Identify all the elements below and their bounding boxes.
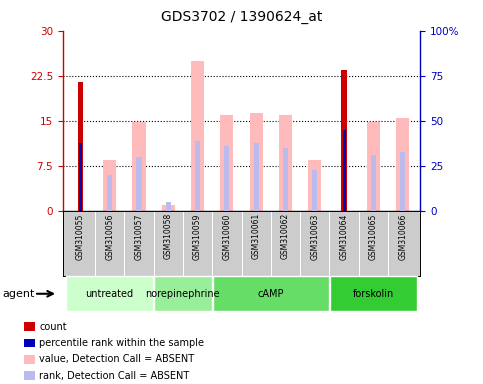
Text: cAMP: cAMP <box>257 289 284 299</box>
Text: GSM310061: GSM310061 <box>252 213 261 260</box>
Bar <box>24 355 35 364</box>
Text: GSM310058: GSM310058 <box>164 213 173 260</box>
Bar <box>367 122 380 211</box>
Bar <box>154 276 212 311</box>
Text: GSM310062: GSM310062 <box>281 213 290 260</box>
Bar <box>24 323 35 331</box>
Bar <box>132 122 145 211</box>
Text: GSM310056: GSM310056 <box>105 213 114 260</box>
Bar <box>24 339 35 347</box>
Text: GSM310065: GSM310065 <box>369 213 378 260</box>
Bar <box>308 160 321 211</box>
Bar <box>250 113 263 211</box>
Text: GSM310059: GSM310059 <box>193 213 202 260</box>
Bar <box>220 115 233 211</box>
Text: rank, Detection Call = ABSENT: rank, Detection Call = ABSENT <box>39 371 189 381</box>
Text: percentile rank within the sample: percentile rank within the sample <box>39 338 204 348</box>
Text: GSM310057: GSM310057 <box>134 213 143 260</box>
Bar <box>162 205 175 211</box>
Bar <box>107 175 113 211</box>
Text: norepinephrine: norepinephrine <box>145 289 220 299</box>
Text: count: count <box>39 322 67 332</box>
Bar <box>341 70 347 211</box>
Bar <box>66 276 153 311</box>
Bar <box>396 118 409 211</box>
Bar <box>213 276 329 311</box>
Text: GSM310055: GSM310055 <box>76 213 85 260</box>
Bar <box>24 371 35 380</box>
Bar <box>279 115 292 211</box>
Text: untreated: untreated <box>85 289 134 299</box>
Bar <box>191 61 204 211</box>
Bar <box>136 157 142 211</box>
Text: GDS3702 / 1390624_at: GDS3702 / 1390624_at <box>161 10 322 23</box>
Text: agent: agent <box>2 289 35 299</box>
Bar <box>78 82 83 211</box>
Bar <box>79 142 82 211</box>
Bar <box>195 141 200 211</box>
Bar <box>400 152 405 211</box>
Text: GSM310060: GSM310060 <box>222 213 231 260</box>
Bar <box>342 130 345 211</box>
Text: value, Detection Call = ABSENT: value, Detection Call = ABSENT <box>39 354 195 364</box>
Text: GSM310066: GSM310066 <box>398 213 407 260</box>
Bar <box>283 148 288 211</box>
Bar <box>254 142 259 211</box>
Bar <box>330 276 417 311</box>
Bar <box>103 160 116 211</box>
Bar <box>224 146 229 211</box>
Bar <box>370 155 376 211</box>
Text: forskolin: forskolin <box>353 289 394 299</box>
Bar <box>312 170 317 211</box>
Text: GSM310063: GSM310063 <box>310 213 319 260</box>
Text: GSM310064: GSM310064 <box>340 213 349 260</box>
Bar <box>166 202 171 211</box>
